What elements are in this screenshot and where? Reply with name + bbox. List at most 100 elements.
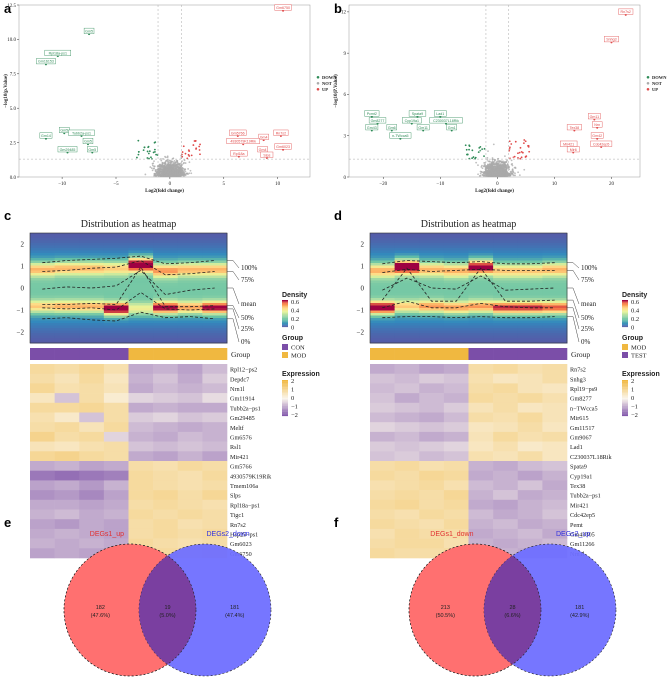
density-legend-bar (282, 309, 288, 310)
y-tick-label: 2.5 (10, 141, 17, 146)
density-cell (153, 335, 179, 339)
expression-cell (54, 412, 80, 423)
expression-cell (79, 402, 105, 413)
density-cell (493, 328, 519, 331)
density-legend-bar (282, 307, 288, 309)
data-point (477, 164, 479, 167)
density-cell (153, 280, 179, 284)
expression-cell (202, 441, 228, 452)
expression-legend-bar (282, 387, 288, 389)
density-cell (153, 303, 179, 306)
density-cell (202, 288, 228, 291)
expression-legend-bar (282, 384, 288, 387)
data-point (491, 165, 494, 167)
gene-label: Gm1 (448, 126, 456, 130)
density-cell (30, 265, 56, 269)
density-cell (370, 320, 396, 324)
expression-cell (468, 451, 494, 462)
expression-cell (153, 412, 179, 423)
density-legend-bar (282, 325, 288, 327)
density-cell (394, 320, 420, 324)
density-cell (128, 340, 154, 344)
data-point (181, 151, 184, 153)
density-cell (153, 275, 179, 279)
expression-legend-bar (282, 411, 288, 413)
label-box (590, 132, 604, 139)
density-cell (493, 293, 519, 296)
data-point (173, 174, 175, 176)
density-cell (517, 308, 543, 311)
density-cell (177, 285, 203, 289)
density-cell (493, 270, 519, 274)
gene-name: Gm9067 (570, 434, 592, 441)
density-cell (103, 243, 129, 246)
quantile-label: 100% (581, 264, 598, 272)
density-cell (468, 283, 494, 286)
density-cell (128, 263, 154, 266)
x-tick-label: −10 (58, 182, 66, 187)
expression-cell (54, 422, 80, 433)
gene-name: Cdc42ep5 (570, 512, 595, 519)
data-point (491, 157, 494, 159)
data-point (494, 165, 497, 168)
data-point (163, 169, 166, 172)
density-cell (468, 285, 494, 289)
expression-cell (79, 519, 105, 530)
density-cell (542, 268, 568, 271)
density-cell (443, 278, 469, 281)
density-cell (177, 260, 203, 264)
gene-name: Gm11266 (570, 541, 595, 548)
density-cell (468, 273, 494, 276)
expression-cell (54, 383, 80, 394)
density-cell (468, 315, 494, 319)
density-cell (79, 335, 105, 339)
expression-cell (54, 441, 80, 452)
density-cell (468, 328, 494, 331)
density-cell (493, 275, 519, 279)
density-cell (202, 240, 228, 244)
quantile-line (382, 316, 555, 319)
expression-cell (443, 393, 469, 404)
gene-name: Gm11914 (230, 396, 255, 403)
density-cell (30, 293, 56, 296)
density-cell (30, 330, 56, 334)
density-cell (79, 328, 105, 331)
data-point (188, 161, 191, 164)
density-cell (54, 298, 80, 301)
density-legend-bar (622, 325, 628, 327)
expression-cell (202, 451, 228, 462)
density-cell (493, 253, 519, 256)
density-legend-bar (622, 309, 628, 311)
density-cell (468, 248, 494, 251)
expression-cell (419, 422, 445, 433)
density-cell (468, 340, 494, 344)
expression-legend-bar (622, 414, 628, 417)
expression-cell (202, 519, 228, 530)
expression-cell (79, 393, 105, 404)
data-point (499, 164, 502, 167)
data-point (466, 153, 469, 156)
expression-cell (542, 538, 568, 549)
density-cell (542, 318, 568, 321)
data-point (154, 141, 157, 144)
expression-cell (542, 461, 568, 471)
data-point (479, 170, 482, 173)
data-point (190, 172, 193, 175)
quantile-label: 50% (241, 314, 254, 322)
expression-cell (54, 461, 80, 471)
density-legend-bar (622, 316, 628, 318)
expression-cell (468, 412, 494, 423)
x-tick-label: 0 (169, 182, 172, 187)
density-cell (443, 295, 469, 299)
venn-outline (63, 543, 197, 677)
data-point (177, 162, 180, 165)
density-cell (153, 295, 179, 299)
data-point (168, 161, 170, 164)
data-point (169, 168, 171, 171)
data-point (482, 165, 485, 168)
expression-cell (202, 490, 228, 501)
expression-cell (177, 519, 203, 530)
group-bar-cell (468, 348, 494, 360)
expression-cell (153, 548, 179, 559)
data-point (508, 149, 511, 152)
